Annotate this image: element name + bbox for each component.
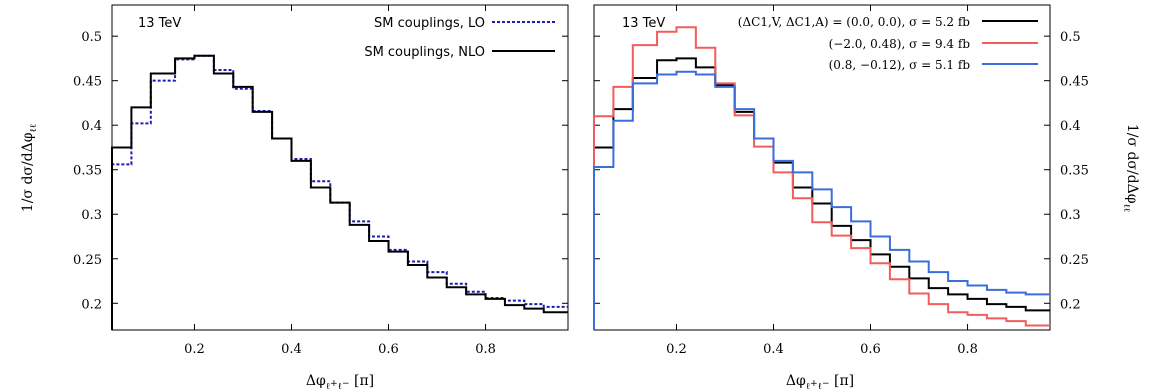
y-tick-label: 0.5 (1060, 30, 1081, 45)
legend-label-sm: (ΔC1,V, ΔC1,A) = (0.0, 0.0), σ = 5.2 fb (738, 15, 971, 29)
y-tick-label: 0.35 (1060, 164, 1089, 179)
y-tick-label: 0.35 (73, 164, 102, 179)
x-tick-label: 0.6 (378, 342, 399, 357)
y-axis: 0.2 0.25 0.3 0.35 0.4 0.45 0.5 (73, 30, 568, 312)
series-line-1 (593, 26, 1050, 330)
x-tick-label: 0.8 (475, 342, 496, 357)
series-line-0 (111, 54, 568, 330)
plot-frame (111, 4, 569, 331)
legend-label-nlo: SM couplings, NLO (364, 45, 485, 60)
legend: (ΔC1,V, ΔC1,A) = (0.0, 0.0), σ = 5.2 fb … (738, 15, 1038, 72)
legend-label-blue: (0.8, −0.12), σ = 5.1 fb (829, 58, 971, 72)
y-tick-label: 0.3 (81, 208, 102, 223)
series-line-0 (593, 57, 1050, 330)
x-tick-label: 0.4 (281, 342, 302, 357)
y-tick-label: 0.2 (1060, 297, 1081, 312)
left-panel: 0.2 0.25 0.3 0.35 0.4 0.45 0.5 0.2 0.4 0.6 0.8 13… (20, 4, 569, 391)
y-tick-label: 0.2 (81, 297, 102, 312)
x-tick-label: 0.2 (184, 342, 205, 357)
legend-label-red: (−2.0, 0.48), σ = 9.4 fb (829, 37, 971, 51)
legend: SM couplings, LO SM couplings, NLO (364, 16, 555, 60)
series-line-1 (111, 54, 568, 330)
energy-label: 13 TeV (622, 16, 665, 31)
x-tick-label: 0.4 (763, 342, 784, 357)
plot-frame (593, 4, 1051, 331)
svg-text:1/σ dσ/dΔφℓℓ: 1/σ dσ/dΔφℓℓ (20, 124, 39, 212)
y-tick-label: 0.3 (1060, 208, 1081, 223)
y-tick-label: 0.25 (73, 253, 102, 268)
y-tick-label: 0.4 (81, 119, 102, 134)
series-group (111, 54, 568, 330)
x-axis: 0.2 0.4 0.6 0.8 (184, 5, 496, 357)
energy-label: 13 TeV (138, 16, 181, 31)
y-axis-label: 1/σ dσ/dΔφℓℓ (20, 124, 39, 212)
x-tick-label: 0.8 (957, 342, 978, 357)
right-panel: 0.2 0.25 0.3 0.35 0.4 0.45 0.5 0.2 0.4 0.6 0.8 13… (593, 4, 1140, 391)
y-tick-label: 0.45 (73, 75, 102, 90)
svg-text:1/σ dσ/dΔφℓℓ: 1/σ dσ/dΔφℓℓ (1121, 124, 1140, 212)
legend-label-lo: SM couplings, LO (374, 16, 485, 31)
x-axis-label: Δφℓ+ℓ− [π] (306, 373, 374, 391)
y-tick-label: 0.45 (1060, 75, 1089, 90)
series-group (593, 26, 1050, 330)
y-tick-label: 0.5 (81, 30, 102, 45)
y-tick-label: 0.25 (1060, 253, 1089, 268)
x-axis: 0.2 0.4 0.6 0.8 (666, 5, 978, 357)
x-tick-label: 0.6 (860, 342, 881, 357)
x-axis-label: Δφℓ+ℓ− [π] (786, 373, 854, 391)
y-axis: 0.2 0.25 0.3 0.35 0.4 0.45 0.5 (594, 30, 1089, 312)
series-line-2 (593, 70, 1050, 330)
x-tick-label: 0.2 (666, 342, 687, 357)
y-axis-label: 1/σ dσ/dΔφℓℓ (1121, 124, 1140, 212)
y-tick-label: 0.4 (1060, 119, 1081, 134)
